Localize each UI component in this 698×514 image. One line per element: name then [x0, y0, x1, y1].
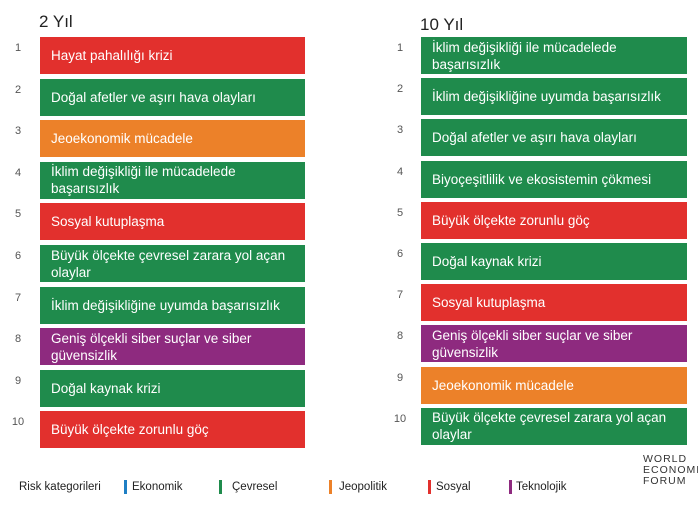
risk-bar-2-year: Büyük ölçekte zorunlu göç: [40, 411, 305, 449]
legend-label-ekonomik: Ekonomik: [132, 481, 183, 493]
rank-number-2-year: 10: [11, 416, 25, 429]
risk-bar-2-year: Doğal afetler ve aşırı hava olayları: [40, 78, 305, 116]
wef-logo-line2: ECONOMIC: [643, 464, 698, 476]
rank-number-2-year: 9: [14, 374, 22, 387]
risk-bar-2-year: Doğal kaynak krizi: [40, 369, 305, 407]
rank-number-10-year: 3: [396, 124, 404, 137]
risk-bar-2-year: İklim değişikliği ile mücadelede başarıs…: [40, 161, 305, 199]
risk-bar-10-year: Geniş ölçekli siber suçlar ve siber güve…: [421, 325, 687, 363]
risk-bar-10-year: Sosyal kutuplaşma: [421, 284, 687, 322]
wef-logo-line3: FORUM: [643, 475, 687, 487]
legend-swatch-jeopolitik: [329, 480, 332, 494]
risk-bar-10-year: Doğal afetler ve aşırı hava olayları: [421, 119, 687, 157]
risk-bar-10-year: Jeoekonomik mücadele: [421, 366, 687, 404]
rank-number-2-year: 6: [14, 250, 22, 262]
legend-label-sosyal: Sosyal: [436, 481, 471, 493]
risk-bar-2-year: Geniş ölçekli siber suçlar ve siber güve…: [40, 328, 305, 366]
rank-number-2-year: 7: [14, 291, 22, 304]
rank-number-2-year: 8: [14, 333, 22, 346]
risk-bar-10-year: İklim değişikliği ile mücadelede başarıs…: [421, 37, 687, 74]
risk-bar-2-year: Hayat pahalılığı krizi: [40, 37, 305, 74]
legend-label-teknolojik: Teknolojik: [516, 481, 567, 493]
legend-swatch-ekonomik: [124, 480, 127, 494]
risk-bar-10-year: Büyük ölçekte çevresel zarara yol açan o…: [421, 407, 687, 445]
risk-bar-10-year: İklim değişikliğine uyumda başarısızlık: [421, 78, 687, 116]
legend-label-jeopolitik: Jeopolitik: [339, 481, 387, 493]
rank-number-10-year: 9: [396, 371, 404, 384]
rank-number-2-year: 1: [14, 42, 22, 54]
column-title-2-year: 2 Yıl: [39, 12, 73, 31]
risk-bar-2-year: Jeoekonomik mücadele: [40, 120, 305, 158]
rank-number-10-year: 4: [396, 165, 404, 178]
rank-number-10-year: 6: [396, 248, 404, 260]
rank-number-2-year: 3: [14, 125, 22, 138]
rank-number-10-year: 8: [396, 330, 404, 343]
legend-label-cevresel: Çevresel: [232, 481, 278, 493]
wef-logo-line1: WORLD: [643, 453, 688, 465]
risk-bar-2-year: Sosyal kutuplaşma: [40, 203, 305, 241]
rank-number-10-year: 2: [396, 83, 404, 96]
rank-number-10-year: 5: [396, 206, 404, 219]
rank-number-10-year: 7: [396, 289, 404, 302]
rank-number-2-year: 5: [14, 208, 22, 221]
wef-logo: WORLD ECONOMIC FORUM: [643, 454, 698, 487]
legend-swatch-sosyal: [428, 480, 431, 494]
risk-bar-10-year: Doğal kaynak krizi: [421, 243, 687, 280]
column-title-10-year: 10 Yıl: [420, 15, 464, 34]
rank-number-10-year: 1: [396, 42, 404, 54]
rank-number-2-year: 2: [14, 83, 22, 96]
risk-bar-10-year: Biyoçeşitlilik ve ekosistemin çökmesi: [421, 160, 687, 198]
legend-swatch-cevresel: [219, 480, 222, 494]
risk-bar-10-year: Büyük ölçekte zorunlu göç: [421, 201, 687, 239]
legend-swatch-teknolojik: [509, 480, 512, 494]
rank-number-10-year: 10: [393, 412, 407, 425]
legend: Risk kategorileri Ekonomik Çevresel Jeop…: [0, 474, 698, 502]
legend-title: Risk kategorileri: [19, 481, 101, 493]
rank-number-2-year: 4: [14, 166, 22, 179]
risk-bar-2-year: Büyük ölçekte çevresel zarara yol açan o…: [40, 245, 305, 282]
risk-bar-2-year: İklim değişikliğine uyumda başarısızlık: [40, 286, 305, 324]
